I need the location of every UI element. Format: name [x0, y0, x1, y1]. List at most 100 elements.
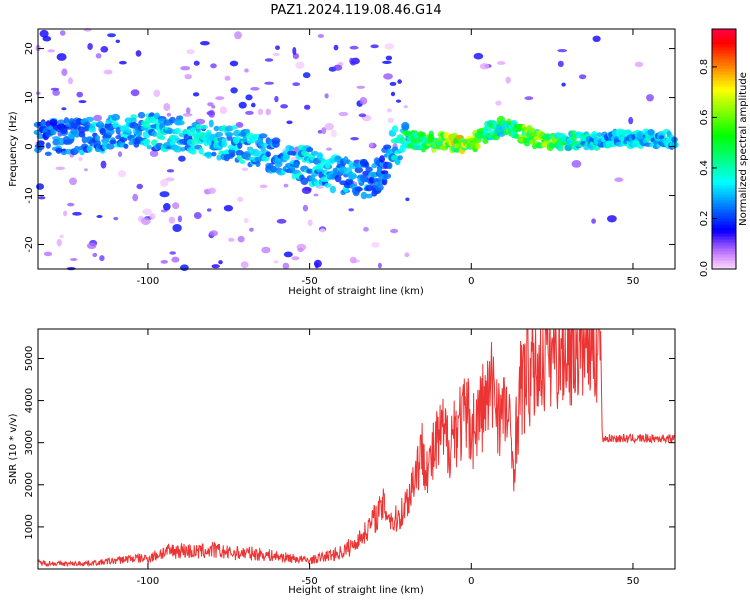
heatmap-speckle	[276, 218, 287, 224]
heatmap-speckle	[234, 31, 242, 40]
heatmap-speckle	[561, 82, 566, 87]
heatmap-speckle	[166, 169, 175, 173]
heatmap-ridge-cell	[143, 139, 150, 147]
heatmap-speckle	[317, 34, 324, 38]
heatmap-speckle	[93, 114, 102, 122]
heatmap-speckle	[524, 96, 534, 101]
colorbar-ticks: 0.0 0.2 0.4 0.6 0.8	[699, 59, 717, 277]
colorbar-band	[712, 47, 736, 51]
heatmap-speckle	[166, 112, 171, 117]
heatmap-speckle	[607, 215, 617, 223]
heatmap-ridge-cell	[177, 115, 183, 120]
heatmap-speckle	[36, 183, 44, 190]
heatmap-speckle	[275, 45, 280, 50]
heatmap-speckle	[207, 102, 214, 107]
heatmap-ridge-cell	[310, 151, 319, 156]
heatmap-speckle	[159, 191, 170, 198]
colorbar-band	[712, 92, 736, 96]
spectrogram-x-axis-label: Height of straight line (km)	[288, 286, 424, 297]
heatmap-ridge-cell	[190, 127, 197, 133]
heatmap-ridge-cell	[49, 119, 58, 126]
colorbar-band	[712, 113, 736, 117]
heatmap-ridge-cell	[109, 139, 117, 145]
heatmap-speckle	[295, 61, 305, 69]
heatmap-speckle	[292, 82, 301, 87]
y-tick-label: 2000	[24, 472, 35, 497]
colorbar-band	[712, 197, 736, 201]
heatmap-speckle	[135, 50, 142, 57]
heatmap-speckle	[259, 184, 268, 189]
snr-series-line	[37, 328, 676, 568]
heatmap-ridge-cell	[159, 135, 166, 141]
heatmap-speckle	[405, 197, 410, 202]
heatmap-ridge-cell	[334, 174, 342, 183]
heatmap-ridge-cell	[334, 155, 342, 161]
heatmap-speckle	[100, 160, 107, 169]
heatmap-speckle	[384, 43, 395, 50]
colorbar-band	[712, 125, 736, 129]
heatmap-speckle	[39, 29, 49, 38]
heatmap-speckle	[172, 224, 182, 232]
heatmap-speckle	[47, 49, 55, 53]
heatmap-ridge-cell	[355, 186, 362, 191]
colorbar-band	[712, 137, 736, 141]
heatmap-ridge-cell	[211, 151, 217, 157]
heatmap-speckle	[302, 204, 308, 212]
heatmap-speckle	[86, 242, 97, 249]
colorbar-band	[712, 35, 736, 39]
heatmap-ridge-cell	[316, 163, 324, 171]
heatmap-speckle	[479, 63, 490, 70]
colorbar-band	[712, 263, 736, 267]
colorbar-gradient	[712, 29, 736, 270]
heatmap-ridge-cell	[123, 143, 129, 149]
heatmap-ridge-cell	[244, 153, 251, 161]
heatmap-speckle	[245, 110, 254, 115]
colorbar-band	[712, 182, 736, 186]
heatmap-ridge-cell	[85, 116, 94, 122]
heatmap-speckle	[614, 177, 624, 182]
colorbar-band	[712, 86, 736, 90]
heatmap-speckle	[113, 216, 119, 221]
heatmap-ridge-cell	[130, 117, 137, 124]
heatmap-ridge-cell	[324, 183, 332, 188]
heatmap-speckle	[119, 60, 127, 65]
colorbar-band	[712, 188, 736, 192]
colorbar-tick-label: 0.6	[699, 109, 710, 125]
heatmap-ridge-cell	[83, 121, 91, 127]
heatmap-speckle	[237, 196, 244, 202]
heatmap-speckle	[591, 218, 596, 224]
heatmap-speckle	[301, 186, 312, 194]
heatmap-speckle	[403, 105, 408, 109]
heatmap-speckle	[96, 215, 103, 218]
heatmap-ridge-cell	[146, 144, 152, 150]
heatmap-speckle	[67, 202, 75, 207]
colorbar-band	[712, 206, 736, 210]
heatmap-ridge-cell	[215, 131, 224, 138]
colorbar-band	[712, 98, 736, 102]
heatmap-ridge-cell	[317, 152, 323, 161]
colorbar-tick-label: 0.2	[699, 211, 710, 227]
heatmap-ridge-cell	[557, 146, 564, 152]
heatmap-speckle	[117, 170, 127, 178]
heatmap-ridge-cell	[360, 191, 368, 200]
heatmap-ridge-cell	[88, 126, 97, 133]
heatmap-speckle	[349, 45, 359, 50]
heatmap-speckle	[495, 100, 502, 106]
heatmap-ridge-cell	[173, 145, 183, 153]
heatmap-ridge-cell	[258, 133, 268, 139]
heatmap-speckle	[68, 77, 73, 85]
heatmap-speckle	[56, 53, 67, 61]
heatmap-speckle	[182, 112, 193, 117]
heatmap-speckle	[149, 150, 159, 158]
heatmap-speckle	[330, 129, 338, 138]
colorbar-band	[712, 158, 736, 162]
heatmap-speckle	[171, 256, 180, 263]
heatmap-speckle	[208, 187, 216, 194]
colorbar-band	[712, 251, 736, 255]
colorbar-band	[712, 152, 736, 156]
heatmap-speckle	[186, 107, 191, 115]
colorbar-band	[712, 44, 736, 48]
heatmap-ridge-cell	[352, 190, 360, 197]
heatmap-speckle	[240, 261, 249, 269]
heatmap-speckle	[319, 228, 326, 233]
